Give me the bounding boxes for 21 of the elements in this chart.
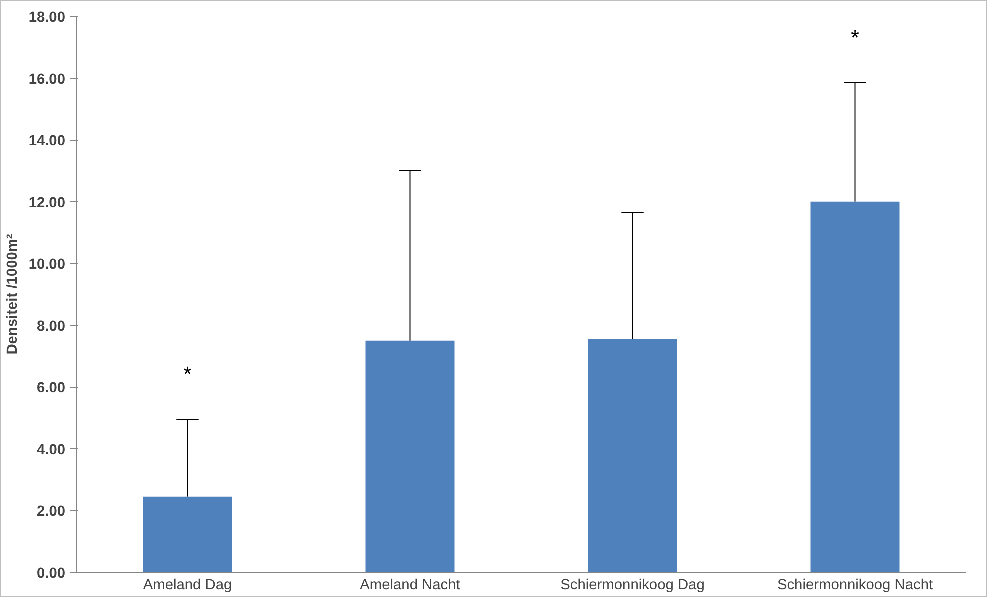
x-tick-label: Schiermonnikoog Nacht — [777, 578, 934, 594]
bar — [366, 340, 455, 572]
x-tick-label: Schiermonnikoog Dag — [560, 578, 705, 594]
x-tick-label: Ameland Nacht — [360, 578, 460, 594]
y-tick-label: 2.00 — [36, 504, 66, 520]
y-tick-label: 10.00 — [28, 257, 66, 274]
x-tick-label: Ameland Dag — [143, 578, 232, 594]
y-axis-title: Densiteit /1000m² — [4, 234, 21, 355]
bar — [143, 496, 232, 572]
y-tick-label: 0.00 — [36, 566, 66, 582]
y-tick-label: 16.00 — [28, 72, 66, 88]
y-tick-label: 14.00 — [28, 134, 66, 150]
y-tick-label: 12.00 — [28, 195, 66, 212]
bar — [588, 339, 678, 572]
annotation: * — [184, 362, 192, 387]
y-tick-label: 18.00 — [28, 10, 66, 26]
y-tick-label: 6.00 — [36, 380, 66, 397]
y-tick-label: 8.00 — [36, 318, 66, 335]
annotation: * — [851, 26, 860, 50]
y-tick-label: 4.00 — [36, 442, 66, 458]
bar — [810, 202, 900, 572]
